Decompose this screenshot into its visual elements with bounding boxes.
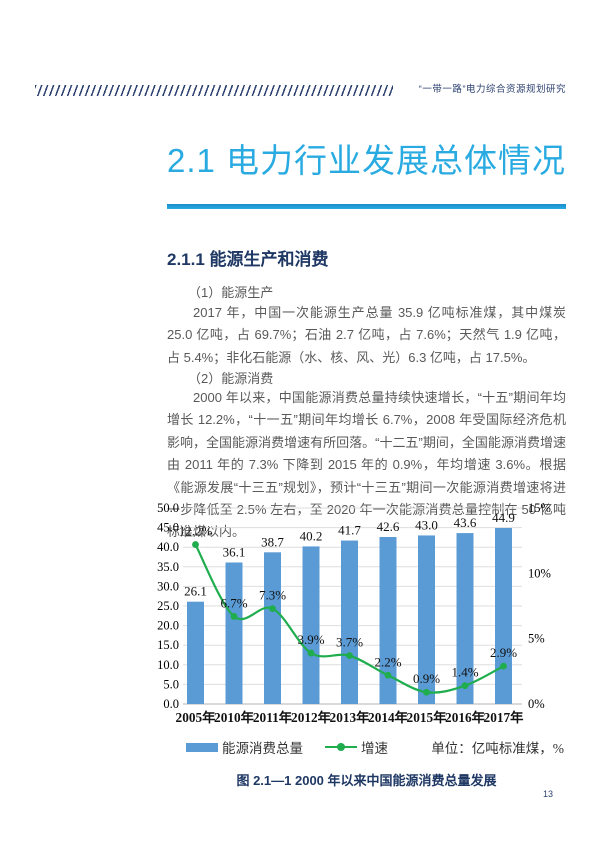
header-book-title: “一带一路”电力综合资源规划研究: [418, 84, 566, 95]
svg-text:38.7: 38.7: [261, 534, 284, 549]
paragraph-energy-consumption: 2000 年以来，中国能源消费总量持续快速增长，“十五”期间年均增长 12.2%…: [167, 390, 566, 540]
section-title-rule: [167, 204, 566, 209]
svg-text:20.0: 20.0: [157, 619, 179, 633]
svg-text:43.0: 43.0: [415, 517, 438, 532]
svg-text:2016年: 2016年: [445, 709, 485, 725]
legend-bar-label: 能源消费总量: [222, 741, 303, 756]
paragraph-energy-production: 2017 年，中国一次能源生产总量 35.9 亿吨标准煤，其中煤炭 25.0 亿…: [167, 305, 566, 365]
svg-text:25.0: 25.0: [157, 599, 179, 613]
svg-text:41.7: 41.7: [338, 523, 361, 538]
svg-text:3.9%: 3.9%: [297, 632, 324, 647]
svg-text:0.0: 0.0: [163, 697, 179, 711]
svg-text:43.6: 43.6: [454, 515, 477, 530]
page-number: 13: [542, 789, 553, 799]
svg-text:2013年: 2013年: [330, 709, 370, 725]
svg-text:3.7%: 3.7%: [336, 635, 363, 650]
svg-text:0.9%: 0.9%: [413, 671, 440, 686]
legend-bar-swatch: [186, 742, 218, 752]
energy-consumption-chart: 0.0 5.0 10.0 15.0 20.0 25.0 30.0 35.0 40.0 45.0 50…: [146, 502, 570, 757]
svg-text:5.0: 5.0: [163, 677, 179, 691]
figure-caption: 图 2.1—1 2000 年以来中国能源消费总量发展: [236, 773, 497, 788]
svg-text:2005年: 2005年: [176, 709, 216, 725]
svg-text:42.6: 42.6: [377, 519, 400, 534]
legend-line-label: 增速: [361, 741, 388, 756]
header-hatch-rule: [35, 85, 393, 96]
svg-text:15%: 15%: [528, 502, 551, 515]
chart-plot-area: 0.0 5.0 10.0 15.0 20.0 25.0 30.0 35.0 40.0 45.0 50…: [157, 502, 551, 725]
svg-text:36.1: 36.1: [223, 544, 246, 559]
svg-text:7.3%: 7.3%: [259, 588, 286, 603]
list-item-energy-production: （1）能源生产: [188, 285, 274, 300]
svg-text:6.7%: 6.7%: [220, 595, 247, 610]
svg-text:40.0: 40.0: [157, 540, 179, 554]
subsection-title: 2.1.1 能源生产和消费: [167, 250, 329, 269]
svg-text:2.9%: 2.9%: [490, 645, 517, 660]
svg-text:35.0: 35.0: [157, 560, 179, 574]
legend-line-swatch: [325, 743, 357, 751]
svg-text:45.0: 45.0: [157, 521, 179, 535]
svg-text:10%: 10%: [528, 566, 551, 580]
svg-text:26.1: 26.1: [184, 584, 207, 599]
svg-text:0%: 0%: [528, 697, 545, 711]
svg-text:2012年: 2012年: [291, 709, 331, 725]
list-item-energy-consumption: （2）能源消费: [188, 371, 274, 386]
svg-text:2014年: 2014年: [368, 709, 408, 725]
chart-unit-label: 单位：亿吨标准煤，%: [431, 741, 564, 756]
svg-text:1.4%: 1.4%: [451, 665, 478, 680]
svg-text:2011年: 2011年: [253, 709, 292, 725]
section-title: 2.1 电力行业发展总体情况: [167, 142, 567, 179]
chart-legend: 能源消费总量 增速 单位：亿吨标准煤，%: [146, 737, 570, 757]
svg-text:2010年: 2010年: [214, 709, 254, 725]
svg-text:2.2%: 2.2%: [374, 654, 401, 669]
svg-text:30.0: 30.0: [157, 579, 179, 593]
svg-text:50.0: 50.0: [157, 502, 179, 515]
svg-text:40.2: 40.2: [300, 528, 323, 543]
svg-text:44.9: 44.9: [492, 510, 515, 525]
svg-text:15.0: 15.0: [157, 638, 179, 652]
svg-text:5%: 5%: [528, 632, 545, 646]
svg-text:2017年: 2017年: [484, 709, 524, 725]
svg-text:2015年: 2015年: [407, 709, 447, 725]
svg-text:10.0: 10.0: [157, 658, 179, 672]
svg-text:12.2%: 12.2%: [179, 524, 213, 539]
